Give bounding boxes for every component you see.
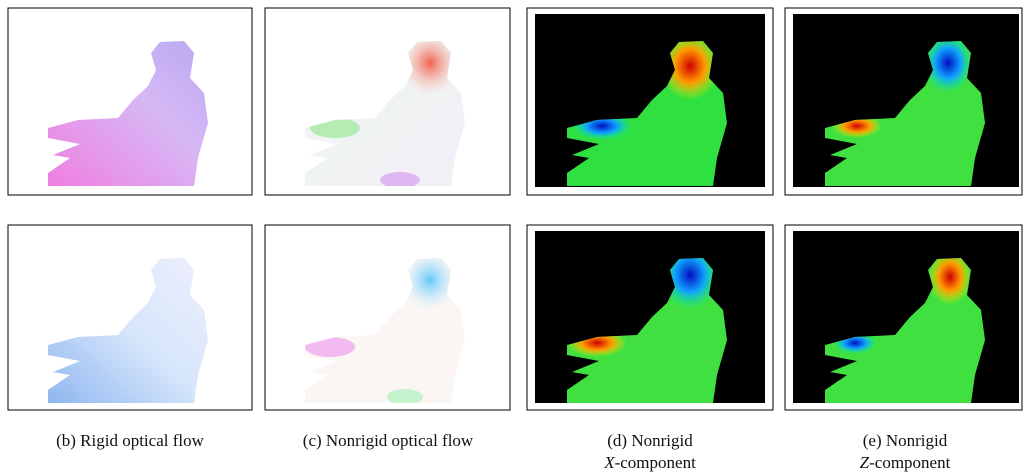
panel — [526, 224, 774, 411]
caption-variable: Z — [860, 453, 870, 472]
caption-label: (e) — [863, 431, 882, 450]
caption: (e) Nonrigid — [863, 431, 948, 450]
caption-text: Nonrigid — [631, 431, 693, 450]
caption-text: Nonrigid — [886, 431, 948, 450]
caption: (c) Nonrigid optical flow — [303, 431, 474, 450]
caption: Z-component — [860, 453, 951, 472]
caption-text: Rigid optical flow — [80, 431, 204, 450]
caption-label: (b) — [56, 431, 76, 450]
panel — [7, 224, 253, 411]
caption-text: Nonrigid optical flow — [326, 431, 474, 450]
panel — [264, 224, 511, 411]
caption-label: (d) — [607, 431, 627, 450]
caption-text: -component — [869, 453, 950, 472]
panel — [784, 224, 1023, 411]
caption-label: (c) — [303, 431, 322, 450]
panel — [264, 7, 511, 196]
caption: (b) Rigid optical flow — [56, 431, 205, 450]
panel — [526, 7, 774, 196]
caption-text: -component — [615, 453, 696, 472]
caption: (d) Nonrigid — [607, 431, 693, 450]
panel — [7, 7, 253, 196]
caption-variable: X — [603, 453, 615, 472]
panel — [784, 7, 1023, 196]
caption: X-component — [603, 453, 696, 472]
